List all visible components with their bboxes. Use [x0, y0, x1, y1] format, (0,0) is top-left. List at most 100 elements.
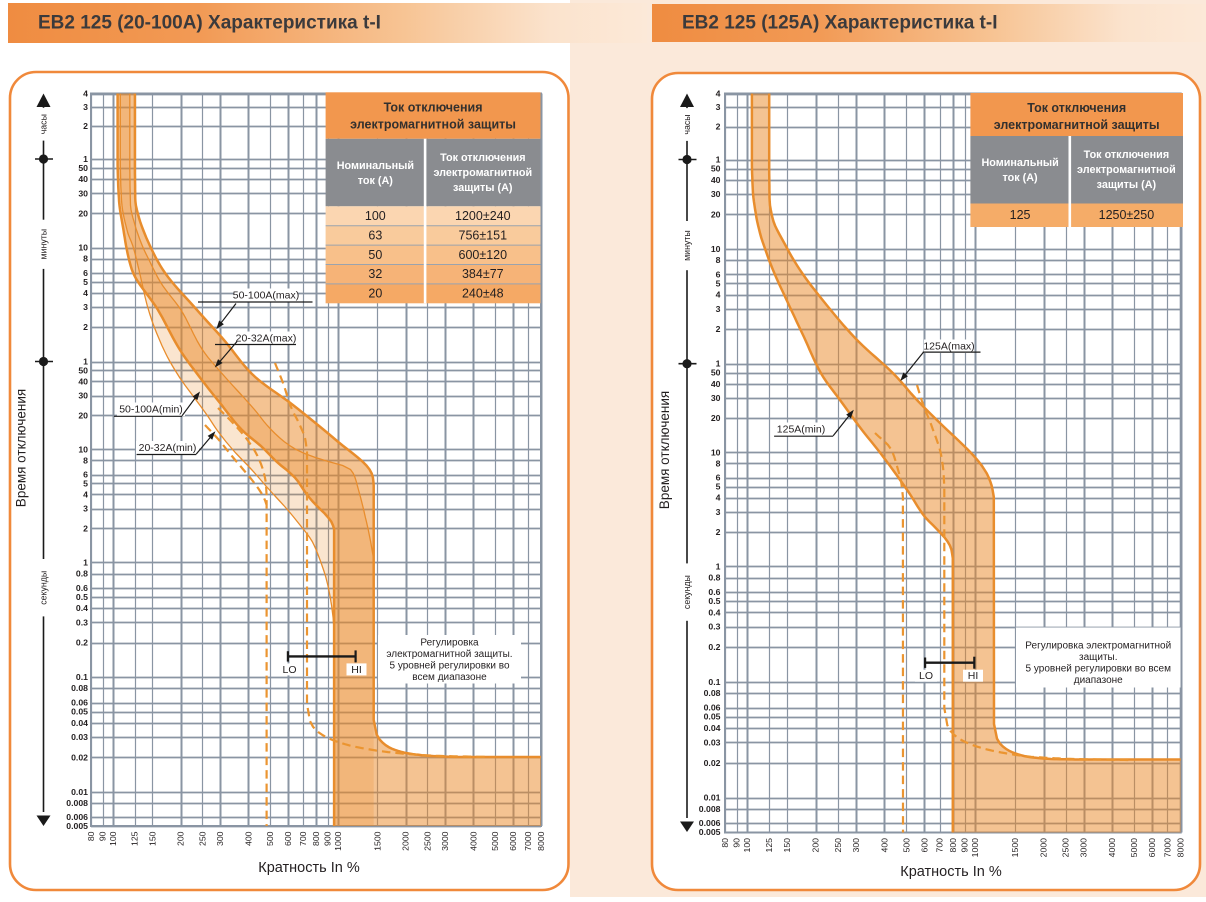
svg-text:1500: 1500	[1010, 838, 1020, 857]
svg-text:0.05: 0.05	[71, 707, 88, 717]
svg-text:8000: 8000	[536, 831, 546, 850]
svg-text:40: 40	[78, 376, 88, 386]
svg-text:Ток отключения: Ток отключения	[1027, 101, 1126, 115]
svg-text:125A(min): 125A(min)	[777, 424, 825, 436]
svg-text:32: 32	[368, 267, 382, 281]
svg-text:LO: LO	[282, 664, 296, 676]
svg-text:0.006: 0.006	[66, 812, 88, 822]
svg-text:5: 5	[83, 277, 88, 287]
svg-text:0.08: 0.08	[704, 688, 721, 698]
svg-text:минуты: минуты	[682, 230, 692, 261]
svg-text:часы: часы	[39, 114, 49, 134]
svg-text:40: 40	[78, 174, 88, 184]
svg-text:2: 2	[716, 527, 721, 537]
svg-text:4: 4	[83, 89, 88, 99]
svg-text:Номинальный: Номинальный	[981, 157, 1058, 169]
svg-text:240±48: 240±48	[462, 287, 504, 301]
svg-text:5 уровней регулировки во всем: 5 уровней регулировки во всем	[1026, 664, 1172, 675]
svg-text:90: 90	[98, 831, 108, 841]
svg-text:3: 3	[716, 507, 721, 517]
svg-text:8: 8	[83, 254, 88, 264]
svg-text:384±77: 384±77	[462, 267, 504, 281]
svg-text:Время отключения: Время отключения	[14, 389, 29, 507]
svg-text:0.04: 0.04	[71, 718, 88, 728]
svg-text:200: 200	[811, 838, 821, 853]
svg-text:Кратность In %: Кратность In %	[900, 864, 1002, 880]
svg-text:3: 3	[716, 102, 721, 112]
svg-text:700: 700	[935, 838, 945, 853]
svg-text:50-100A(max): 50-100A(max)	[233, 290, 300, 302]
svg-text:Кратность In %: Кратность In %	[258, 860, 360, 876]
svg-text:2: 2	[83, 524, 88, 534]
svg-text:0.02: 0.02	[71, 752, 88, 762]
svg-text:50: 50	[368, 248, 382, 262]
svg-text:900: 900	[323, 831, 333, 846]
svg-text:4: 4	[716, 290, 721, 300]
svg-text:0.5: 0.5	[76, 592, 88, 602]
svg-text:6: 6	[83, 470, 88, 480]
svg-text:2500: 2500	[1061, 838, 1071, 857]
svg-text:80: 80	[86, 831, 96, 841]
svg-text:125: 125	[130, 831, 140, 846]
svg-text:0.1: 0.1	[76, 672, 88, 682]
svg-text:1: 1	[83, 558, 88, 568]
svg-text:0.8: 0.8	[708, 573, 720, 583]
svg-text:0.2: 0.2	[708, 642, 720, 652]
svg-text:80: 80	[720, 838, 730, 848]
svg-text:4: 4	[716, 89, 721, 99]
svg-text:1200±240: 1200±240	[455, 209, 511, 223]
svg-text:электромагнитной: электромагнитной	[433, 167, 532, 179]
svg-text:LO: LO	[919, 670, 933, 682]
svg-text:3: 3	[83, 102, 88, 112]
svg-text:200: 200	[176, 831, 186, 846]
svg-text:50-100A(min): 50-100A(min)	[119, 404, 183, 416]
svg-text:20-32A(min): 20-32A(min)	[139, 442, 197, 454]
svg-text:5: 5	[716, 482, 721, 492]
svg-text:90: 90	[732, 838, 742, 848]
svg-text:0.8: 0.8	[76, 569, 88, 579]
svg-text:6000: 6000	[508, 831, 518, 850]
svg-text:400: 400	[243, 831, 253, 846]
svg-text:секунды: секунды	[39, 571, 49, 605]
svg-text:125: 125	[764, 838, 774, 853]
svg-text:40: 40	[711, 379, 721, 389]
svg-text:0.01: 0.01	[704, 793, 721, 803]
svg-text:Ток отключения: Ток отключения	[384, 100, 483, 114]
svg-text:800: 800	[948, 838, 958, 853]
svg-text:5 уровней регулировки во: 5 уровней регулировки во	[389, 661, 509, 672]
svg-text:минуты: минуты	[39, 229, 49, 260]
svg-text:защиты.: защиты.	[1079, 652, 1118, 663]
svg-text:HI: HI	[968, 670, 979, 682]
svg-text:1: 1	[716, 155, 721, 165]
svg-text:0.08: 0.08	[71, 683, 88, 693]
svg-text:30: 30	[711, 393, 721, 403]
svg-text:0.03: 0.03	[71, 732, 88, 742]
svg-text:1: 1	[716, 359, 721, 369]
svg-text:20: 20	[711, 209, 721, 219]
svg-text:0.04: 0.04	[704, 723, 721, 733]
svg-text:20: 20	[78, 410, 88, 420]
svg-text:600: 600	[283, 831, 293, 846]
svg-text:1000: 1000	[333, 831, 343, 850]
svg-text:3: 3	[83, 504, 88, 514]
svg-text:125A(max): 125A(max)	[923, 341, 974, 353]
svg-text:6: 6	[716, 473, 721, 483]
svg-text:2000: 2000	[401, 831, 411, 850]
svg-text:50: 50	[78, 366, 88, 376]
svg-text:5: 5	[716, 278, 721, 288]
svg-text:1: 1	[716, 561, 721, 571]
svg-text:4: 4	[83, 288, 88, 298]
svg-text:20: 20	[368, 287, 382, 301]
svg-text:700: 700	[298, 831, 308, 846]
svg-text:0.008: 0.008	[66, 798, 88, 808]
svg-text:150: 150	[147, 831, 157, 846]
svg-text:300: 300	[215, 831, 225, 846]
svg-text:часы: часы	[682, 114, 692, 134]
svg-text:500: 500	[901, 838, 911, 853]
svg-text:0.005: 0.005	[699, 827, 721, 837]
svg-text:63: 63	[368, 228, 382, 242]
svg-text:8: 8	[716, 255, 721, 265]
svg-text:1250±250: 1250±250	[1099, 208, 1155, 222]
svg-text:0.5: 0.5	[708, 596, 720, 606]
svg-text:8: 8	[83, 455, 88, 465]
